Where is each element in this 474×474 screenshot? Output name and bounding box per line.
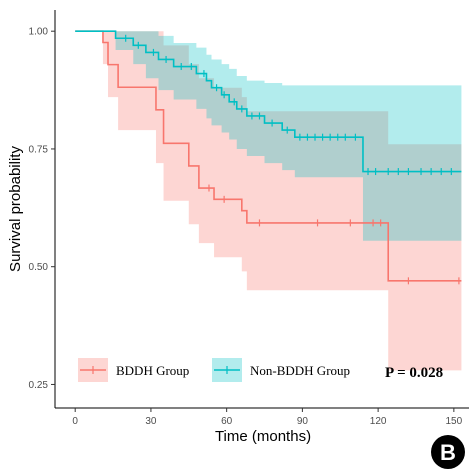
y-axis-title: Survival probability bbox=[7, 146, 24, 272]
non-bddh-legend-label: Non-BDDH Group bbox=[250, 363, 350, 378]
panel-badge bbox=[431, 435, 465, 469]
x-axis-title: Time (months) bbox=[215, 428, 311, 445]
y-tick-label: 0.50 bbox=[29, 262, 49, 273]
bddh-confidence-band bbox=[75, 31, 462, 371]
x-ticks: 0 30 60 90 120 150 bbox=[72, 408, 463, 427]
x-tick-label: 30 bbox=[145, 416, 157, 427]
x-tick-label: 120 bbox=[370, 416, 387, 427]
legend: BDDH Group Non-BDDH Group bbox=[78, 358, 350, 382]
p-value-annotation: P = 0.028 bbox=[385, 365, 443, 381]
bddh-legend-label: BDDH Group bbox=[116, 363, 189, 378]
confidence-bands bbox=[75, 31, 462, 371]
bddh-survival-curve bbox=[75, 30, 462, 282]
axes bbox=[54, 10, 469, 409]
x-tick-label: 60 bbox=[221, 416, 233, 427]
x-tick-label: 90 bbox=[297, 416, 309, 427]
y-tick-label: 1.00 bbox=[29, 27, 49, 38]
panel-letter: B bbox=[440, 440, 456, 465]
non-bddh-confidence-band bbox=[75, 31, 462, 241]
x-tick-label: 0 bbox=[72, 416, 78, 427]
y-tick-label: 0.25 bbox=[29, 380, 49, 391]
y-ticks: 0.25 0.50 0.75 1.00 bbox=[29, 27, 55, 391]
censor-marks bbox=[125, 34, 460, 285]
y-tick-label: 0.75 bbox=[29, 144, 49, 155]
x-tick-label: 150 bbox=[446, 416, 463, 427]
